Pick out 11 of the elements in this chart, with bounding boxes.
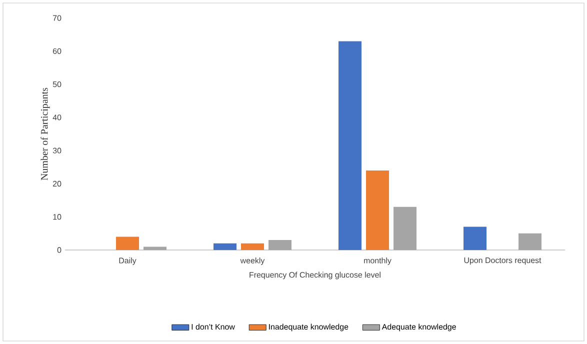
bar [241, 243, 264, 250]
y-axis-title: Number of Participants [40, 88, 50, 180]
bar [338, 41, 362, 250]
bar [366, 170, 390, 250]
bar [144, 246, 166, 250]
bar [518, 233, 542, 250]
bar [394, 206, 417, 250]
bar [214, 243, 236, 250]
bar [268, 240, 292, 250]
bar [464, 226, 487, 250]
bar [116, 236, 139, 250]
